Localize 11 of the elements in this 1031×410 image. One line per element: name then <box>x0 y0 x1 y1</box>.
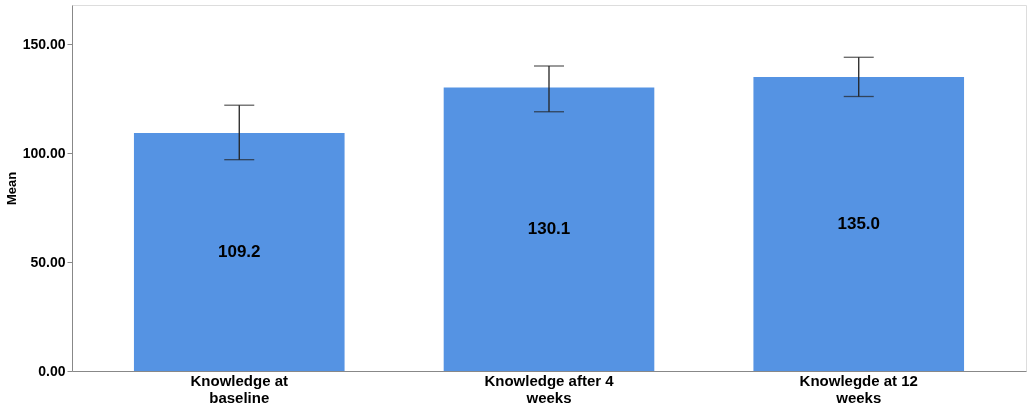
y-tick-label: 0.00 <box>38 362 66 379</box>
x-tick-label: Knowlegde at 12 weeks <box>799 371 918 406</box>
data-label: 130.1 <box>527 219 571 239</box>
x-tick-label: Knowledge after 4 weeks <box>484 371 615 406</box>
y-tick-label: 50.00 <box>30 253 66 270</box>
x-tick-label: Knowledge at baseline <box>190 371 289 406</box>
y-axis-title: Mean <box>3 171 19 206</box>
y-tick-label: 150.00 <box>22 35 66 52</box>
y-tick-label: 100.00 <box>22 144 66 161</box>
data-label: 109.2 <box>217 242 261 262</box>
data-label: 135.0 <box>837 213 881 233</box>
